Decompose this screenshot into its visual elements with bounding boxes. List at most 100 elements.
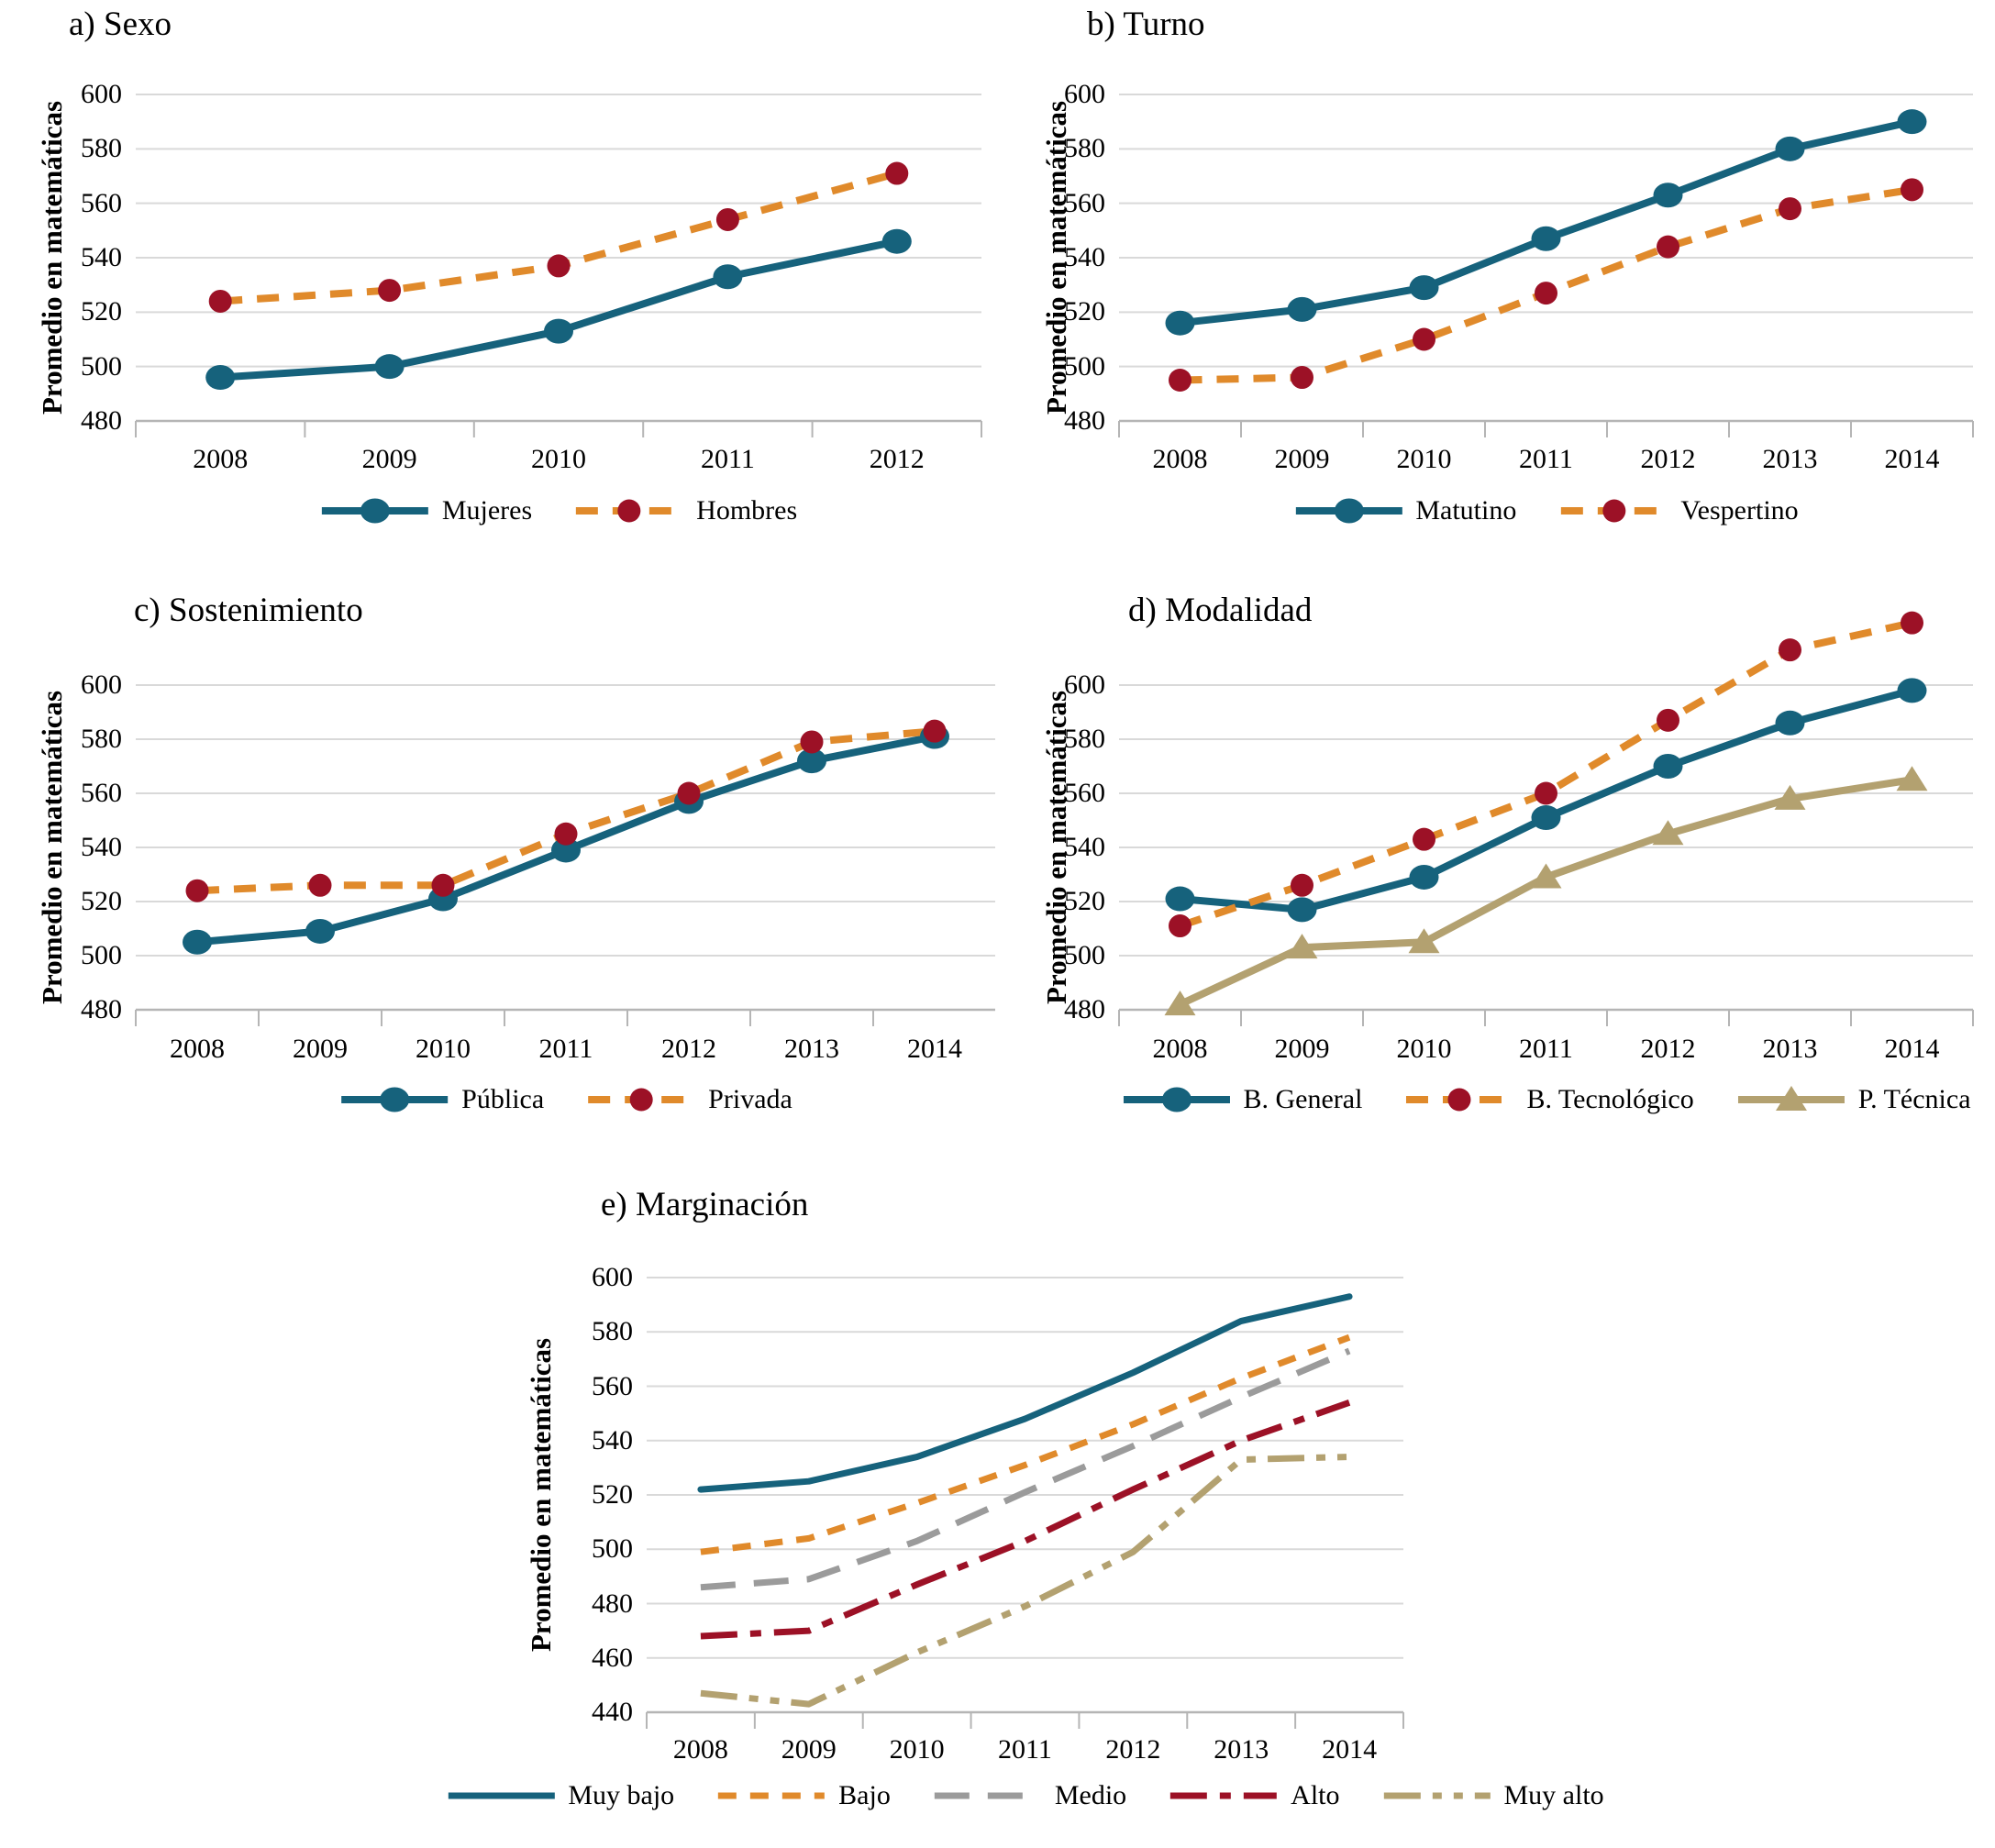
y-tick-label-580: 580 <box>592 1316 633 1347</box>
x-tick-label-2010: 2010 <box>531 444 586 474</box>
data-point-b-general-2008 <box>1165 886 1195 912</box>
y-tick-label-540: 540 <box>81 832 122 862</box>
legend-label: Vespertino <box>1680 495 1799 526</box>
data-point-b-tecnol-gico-2009 <box>1291 873 1313 897</box>
legend-item-muy-bajo: Muy bajo <box>446 1780 674 1811</box>
legend-sample-marker <box>360 498 390 524</box>
data-point-matutino-2008 <box>1165 310 1195 336</box>
legend-sample-marker <box>1334 498 1364 524</box>
x-tick-label-2014: 2014 <box>1884 444 1940 474</box>
data-point-matutino-2009 <box>1287 296 1317 322</box>
y-tick-label-600: 600 <box>1064 79 1105 109</box>
y-tick-label-520: 520 <box>1064 886 1105 916</box>
data-point-p-blica-2009 <box>305 918 335 944</box>
data-point-p-t-cnica-2013 <box>1774 784 1806 810</box>
data-point-b-general-2013 <box>1775 710 1805 736</box>
data-point-matutino-2014 <box>1897 109 1927 135</box>
y-tick-label-560: 560 <box>81 778 122 808</box>
legend-item-b-tecnol-gico: B. Tecnológico <box>1404 1084 1694 1115</box>
y-tick-label-500: 500 <box>592 1533 633 1565</box>
legend: Matutino Vespertino <box>1293 495 1799 526</box>
legend-label: Pública <box>461 1084 545 1114</box>
legend-label: Bajo <box>838 1780 891 1810</box>
data-point-b-tecnol-gico-2010 <box>1413 827 1435 851</box>
y-tick-label-500: 500 <box>1064 940 1105 970</box>
data-point-hombres-2009 <box>378 279 402 303</box>
legend-item-bajo: Bajo <box>716 1780 891 1811</box>
y-tick-label-580: 580 <box>81 724 122 754</box>
data-point-mujeres-2012 <box>881 228 912 254</box>
data-point-matutino-2012 <box>1653 183 1683 208</box>
legend-label: B. General <box>1243 1084 1363 1114</box>
chart-marginacion: e) Marginación Promedio en matemáticas 6… <box>394 1179 1604 1848</box>
legend: Pública Privada <box>339 1084 792 1115</box>
data-point-privada-2008 <box>185 879 209 902</box>
legend-line-sample <box>1560 499 1668 523</box>
legend-item-privada: Privada <box>586 1084 792 1115</box>
legend-line-sample <box>341 1087 449 1112</box>
x-tick-label-2012: 2012 <box>1640 1034 1696 1064</box>
chart-sostenimiento-title: c) Sostenimiento <box>134 592 363 629</box>
legend-line-sample <box>448 1792 555 1799</box>
x-tick-label-2008: 2008 <box>170 1034 225 1064</box>
legend-item-medio: Medio <box>933 1780 1126 1811</box>
series-line-medio <box>700 1347 1351 1591</box>
legend-sample-marker <box>1447 1088 1471 1112</box>
data-point-privada-2010 <box>431 873 455 897</box>
legend: Mujeres Hombres <box>320 495 797 526</box>
legend-item-p-blica: Pública <box>339 1084 544 1115</box>
data-point-vespertino-2008 <box>1169 369 1191 392</box>
y-tick-label-480: 480 <box>81 405 122 436</box>
legend-line-sample <box>1406 1088 1513 1112</box>
data-point-vespertino-2014 <box>1901 178 1923 202</box>
y-tick-label-600: 600 <box>81 79 122 109</box>
legend-line-sample <box>321 498 428 524</box>
data-point-mujeres-2009 <box>374 354 405 380</box>
chart-sexo: a) Sexo Promedio en matemáticas 600 580 56… <box>0 0 995 562</box>
y-tick-label-600: 600 <box>1064 669 1105 700</box>
x-tick-label-2011: 2011 <box>700 444 755 474</box>
legend-label: Muy bajo <box>568 1780 675 1810</box>
data-point-privada-2013 <box>800 730 824 754</box>
x-tick-label-2012: 2012 <box>1640 444 1696 474</box>
legend-label: Matutino <box>1415 495 1517 526</box>
x-tick-label-2013: 2013 <box>1762 444 1818 474</box>
legend-item-matutino: Matutino <box>1293 495 1516 526</box>
chart-modalidad-plot <box>1118 611 1974 1026</box>
y-tick-label-560: 560 <box>1064 187 1105 218</box>
data-point-b-general-2009 <box>1287 897 1317 923</box>
chart-marginacion-title: e) Marginación <box>601 1186 809 1223</box>
legend-item-vespertino: Vespertino <box>1558 495 1799 526</box>
chart-sostenimiento-plot <box>135 684 995 1026</box>
x-tick-label-2009: 2009 <box>293 1034 348 1064</box>
legend-item-p-t-cnica: P. Técnica <box>1736 1084 1971 1115</box>
data-point-privada-2014 <box>923 719 947 743</box>
data-point-p-blica-2008 <box>183 929 212 955</box>
y-tick-label-560: 560 <box>1064 778 1105 808</box>
x-tick-label-2013: 2013 <box>1762 1034 1818 1064</box>
x-tick-label-2010: 2010 <box>889 1734 945 1765</box>
legend-item-b-general: B. General <box>1121 1084 1362 1115</box>
data-point-vespertino-2013 <box>1779 197 1801 221</box>
legend-line-sample <box>1383 1792 1491 1799</box>
legend-label: Medio <box>1054 1780 1127 1810</box>
chart-turno: b) Turno Promedio en matemáticas 600 580 5… <box>1000 0 1995 562</box>
data-point-p-blica-2013 <box>797 748 826 774</box>
series-line-muy-alto <box>700 1454 1350 1708</box>
legend-item-muy-alto: Muy alto <box>1382 1780 1604 1811</box>
legend-sample-marker <box>1775 1086 1807 1111</box>
legend-item-mujeres: Mujeres <box>320 495 532 526</box>
data-point-mujeres-2011 <box>713 264 743 290</box>
x-tick-label-2009: 2009 <box>1274 444 1330 474</box>
legend-sample-marker <box>1602 499 1625 523</box>
data-point-b-tecnol-gico-2013 <box>1779 638 1801 662</box>
x-tick-label-2011: 2011 <box>538 1034 593 1064</box>
legend-line-sample <box>934 1792 1041 1799</box>
data-point-hombres-2010 <box>547 254 571 278</box>
y-tick-label-540: 540 <box>81 242 122 272</box>
y-tick-label-560: 560 <box>592 1370 633 1401</box>
x-tick-label-2012: 2012 <box>1105 1734 1161 1765</box>
legend-line-sample <box>588 1088 695 1112</box>
data-point-p-t-cnica-2008 <box>1164 990 1196 1016</box>
legend-sample-marker <box>380 1087 410 1112</box>
